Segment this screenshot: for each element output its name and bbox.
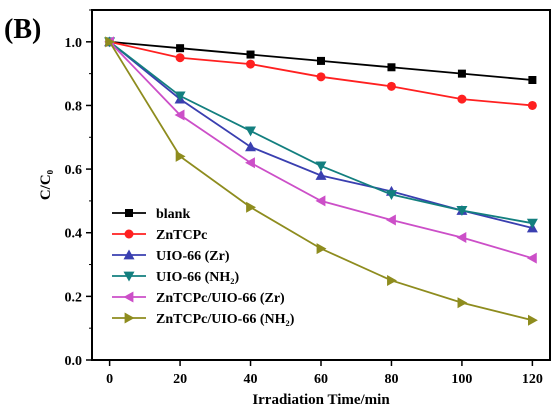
data-point bbox=[457, 94, 467, 104]
data-point bbox=[528, 76, 537, 84]
legend-item: blank bbox=[112, 207, 190, 222]
data-point bbox=[245, 157, 255, 169]
legend-marker bbox=[123, 249, 135, 260]
x-axis-title: Irradiation Time/min bbox=[252, 392, 390, 408]
data-point bbox=[176, 44, 185, 53]
legend-label: blank bbox=[156, 207, 190, 222]
axis-ticks: 0 20 40 60 80 100 120 0.0 0.2 0.4 0.6 0.8 1.0 bbox=[65, 9, 543, 387]
x-tick-label: 40 bbox=[244, 372, 258, 387]
data-point bbox=[246, 201, 257, 213]
x-tick-label: 120 bbox=[522, 372, 543, 387]
series-line bbox=[109, 41, 533, 225]
data-point bbox=[527, 100, 537, 110]
legend-item: ZnTCPc/UIO-66 (Zr) bbox=[112, 291, 285, 306]
data-point bbox=[245, 141, 257, 152]
data-point bbox=[386, 81, 396, 91]
legend-item: ZnTCPc/UIO-66 (NH₂) bbox=[112, 312, 295, 327]
data-point bbox=[457, 297, 468, 309]
data-point bbox=[457, 69, 466, 78]
legend-marker bbox=[123, 291, 134, 303]
data-point bbox=[526, 252, 537, 264]
data-point bbox=[174, 109, 185, 121]
data-point bbox=[387, 274, 397, 286]
x-tick-label: 60 bbox=[314, 372, 328, 387]
legend-item: UIO-66 (Zr) bbox=[112, 249, 230, 264]
x-tick-label: 80 bbox=[384, 372, 398, 387]
data-point bbox=[105, 36, 116, 48]
y-tick-label: 0.6 bbox=[65, 163, 83, 178]
data-point bbox=[175, 150, 186, 162]
data-point bbox=[315, 195, 326, 207]
data-point bbox=[317, 56, 325, 65]
data-point bbox=[456, 206, 468, 216]
y-tick-label: 0.8 bbox=[65, 99, 83, 114]
x-tick-label: 20 bbox=[173, 372, 187, 387]
y-tick-label: 1.0 bbox=[65, 36, 83, 51]
series-layer bbox=[104, 36, 538, 326]
data-point bbox=[316, 243, 327, 255]
legend-label: ZnTCPc bbox=[156, 228, 207, 243]
data-point bbox=[245, 126, 257, 137]
legend-marker bbox=[124, 229, 134, 239]
data-point bbox=[315, 161, 327, 172]
data-point bbox=[246, 50, 255, 59]
legend-marker bbox=[123, 271, 135, 282]
data-point bbox=[174, 91, 186, 102]
legend-label: UIO-66 (Zr) bbox=[156, 249, 230, 264]
series-5 bbox=[105, 36, 538, 326]
legend-marker bbox=[125, 209, 133, 217]
y-axis-title: C/C₀ bbox=[38, 169, 54, 200]
panel-label: (B) bbox=[4, 14, 41, 45]
data-point bbox=[175, 53, 185, 63]
data-point bbox=[246, 59, 256, 69]
data-point bbox=[385, 214, 396, 226]
x-tick-label: 0 bbox=[106, 372, 113, 387]
data-point bbox=[526, 218, 538, 229]
y-tick-label: 0.0 bbox=[65, 354, 83, 369]
legend-marker bbox=[124, 312, 135, 324]
data-point bbox=[527, 314, 538, 326]
legend-item: ZnTCPc bbox=[112, 228, 207, 243]
legend-item: UIO-66 (NH₂) bbox=[112, 270, 239, 285]
series-4 bbox=[104, 36, 537, 264]
data-point bbox=[385, 190, 397, 201]
data-point bbox=[387, 63, 396, 72]
x-tick-label: 100 bbox=[451, 372, 472, 387]
y-tick-label: 0.2 bbox=[65, 290, 83, 305]
legend-label: ZnTCPc/UIO-66 (Zr) bbox=[156, 291, 285, 306]
series-1 bbox=[105, 37, 537, 110]
y-tick-label: 0.4 bbox=[65, 227, 83, 242]
data-point bbox=[316, 72, 326, 82]
legend-label: ZnTCPc/UIO-66 (NH₂) bbox=[156, 312, 295, 327]
legend: blank ZnTCPc UIO-66 (Zr) UIO-66 (NH₂) ZnTCPc… bbox=[112, 207, 295, 327]
data-point bbox=[456, 232, 467, 243]
data-point bbox=[315, 169, 327, 180]
legend-label: UIO-66 (NH₂) bbox=[156, 270, 239, 285]
